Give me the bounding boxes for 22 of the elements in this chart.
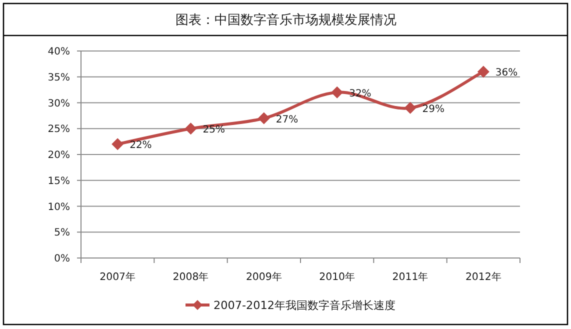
data-label: 25% [202, 124, 225, 136]
xtick-label: 2009年 [246, 272, 282, 283]
ytick-label: 15% [48, 176, 70, 187]
ytick-label: 30% [48, 98, 70, 110]
data-label: 22% [130, 140, 152, 152]
ytick-label: 20% [48, 150, 70, 161]
xtick-label: 2008年 [172, 272, 209, 283]
ytick-label: 0% [54, 254, 70, 264]
xtick-label: 2010年 [319, 272, 356, 283]
ytick-label: 5% [54, 228, 70, 239]
xtick-label: 2011年 [392, 272, 428, 283]
title: 图表：中国数字音乐市场规模发展情况 [176, 13, 396, 28]
data-label: 29% [422, 104, 444, 115]
ytick-label: 25% [48, 124, 70, 136]
legend-label: 2007-2012年我国数字音乐增长速度 [214, 299, 396, 312]
ytick-label: 10% [48, 202, 70, 213]
xtick-label: 2007年 [100, 272, 136, 283]
xtick-label: 2012年 [465, 272, 502, 283]
data-label: 27% [276, 114, 298, 126]
data-label: 36% [495, 68, 518, 79]
ytick-label: 40% [48, 46, 70, 58]
ytick-label: 35% [48, 72, 70, 84]
